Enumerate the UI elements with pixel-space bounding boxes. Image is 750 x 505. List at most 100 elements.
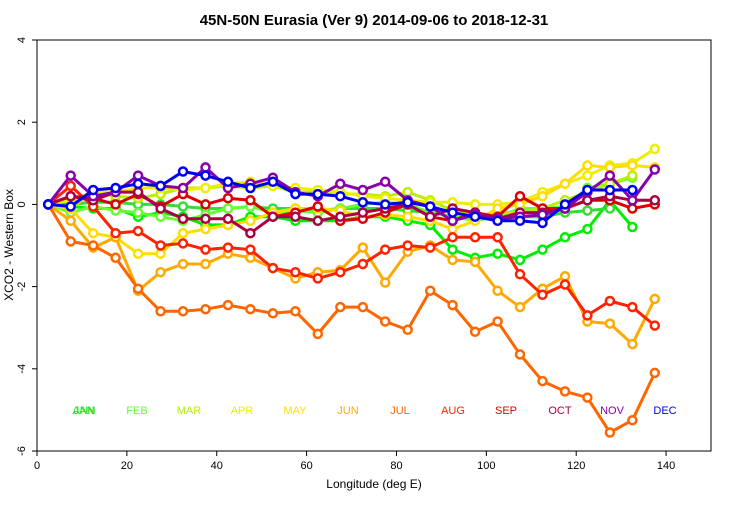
- x-tick-label: 40: [211, 460, 223, 472]
- legend-item-nov: NOV: [600, 405, 625, 417]
- data-point-dec: [627, 184, 638, 196]
- data-point-jan: [559, 232, 571, 243]
- series-line-aug: [47, 184, 656, 327]
- data-point-oct: [424, 211, 436, 222]
- data-point-feb: [155, 211, 166, 222]
- data-point-jun: [559, 271, 571, 282]
- data-point-nov: [379, 176, 391, 188]
- data-point-dec: [559, 199, 571, 210]
- data-point-aug: [379, 244, 391, 255]
- data-point-jul: [312, 328, 324, 340]
- series-jun: [42, 199, 661, 350]
- data-point-aug: [604, 295, 616, 307]
- data-point-aug: [627, 301, 638, 313]
- legend-item-ann: ANN: [72, 405, 95, 417]
- data-point-aug: [424, 242, 436, 253]
- data-point-may: [245, 215, 256, 227]
- data-point-jun: [492, 285, 503, 296]
- data-point-aug: [222, 242, 234, 253]
- data-point-jun: [177, 258, 189, 270]
- data-point-nov: [357, 184, 369, 196]
- y-tick-label: -4: [16, 364, 28, 374]
- data-point-jul: [604, 427, 616, 438]
- data-point-may: [604, 162, 616, 173]
- data-point-jun: [245, 252, 256, 264]
- data-point-dec: [357, 197, 369, 208]
- data-point-jun: [514, 301, 526, 313]
- x-tick-label: 140: [657, 460, 675, 472]
- data-point-dec: [424, 201, 436, 212]
- data-point-dec: [132, 178, 144, 190]
- legend-item-aug: AUG: [441, 405, 465, 417]
- data-point-jul: [245, 303, 256, 315]
- series-line-nov: [47, 165, 657, 223]
- data-point-jun: [627, 338, 638, 350]
- y-axis-label: XCO2 - Western Box: [2, 189, 16, 301]
- series-line-apr: [47, 147, 656, 206]
- data-point-ann: [177, 201, 189, 212]
- series-line-jul: [46, 203, 657, 434]
- data-point-aug: [582, 310, 593, 321]
- data-point-aug: [312, 273, 324, 284]
- data-point-feb: [132, 207, 144, 218]
- data-point-apr: [649, 143, 661, 155]
- series-dec: [42, 166, 638, 229]
- data-point-nov: [627, 195, 638, 206]
- data-point-jul: [267, 308, 279, 319]
- data-point-sep: [245, 195, 256, 206]
- data-point-may: [492, 203, 503, 214]
- data-point-jan: [447, 244, 458, 255]
- data-point-dec: [222, 176, 234, 188]
- data-point-may: [87, 227, 99, 239]
- data-point-dec: [379, 199, 391, 210]
- data-point-may: [155, 248, 166, 259]
- data-point-aug: [132, 225, 144, 237]
- data-point-oct: [200, 213, 211, 225]
- data-point-aug: [447, 232, 458, 243]
- data-point-sep: [110, 199, 121, 210]
- data-point-mar: [402, 186, 413, 198]
- legend-item-dec: DEC: [653, 405, 676, 417]
- data-point-may: [200, 223, 211, 235]
- data-point-dec: [492, 215, 503, 227]
- data-point-may: [559, 178, 571, 190]
- data-point-jul: [492, 316, 503, 327]
- data-point-sep: [627, 203, 638, 214]
- data-point-may: [177, 227, 189, 239]
- data-point-dec: [604, 184, 616, 196]
- data-point-jul: [110, 252, 121, 264]
- data-point-dec: [514, 215, 526, 227]
- data-point-aug: [537, 289, 548, 301]
- x-tick-label: 100: [477, 460, 495, 472]
- data-point-dec: [177, 166, 189, 177]
- data-point-jul: [447, 299, 458, 311]
- legend-item-may: MAY: [283, 405, 307, 417]
- data-point-jul: [200, 303, 211, 315]
- series-jul: [42, 199, 661, 438]
- data-point-jun: [379, 277, 391, 288]
- data-point-jun: [604, 318, 616, 329]
- data-point-oct: [155, 203, 166, 214]
- data-point-may: [537, 190, 548, 202]
- series-aug: [42, 180, 661, 331]
- data-point-ann: [604, 203, 616, 214]
- data-point-jun: [649, 293, 661, 305]
- data-point-jul: [65, 236, 76, 247]
- data-point-jul: [649, 367, 661, 379]
- data-point-oct: [177, 213, 189, 225]
- data-point-oct: [312, 215, 324, 227]
- data-point-may: [402, 211, 413, 222]
- data-point-jul: [424, 285, 436, 296]
- data-point-aug: [290, 266, 301, 278]
- data-point-may: [132, 248, 144, 259]
- data-point-sep: [514, 190, 526, 202]
- data-point-nov: [537, 209, 548, 220]
- data-point-aug: [402, 240, 413, 251]
- data-point-feb: [222, 203, 234, 214]
- data-point-nov: [335, 178, 346, 190]
- data-point-jan: [514, 254, 526, 266]
- x-tick-label: 60: [300, 460, 312, 472]
- data-point-aug: [559, 279, 571, 290]
- data-point-jul: [559, 386, 571, 397]
